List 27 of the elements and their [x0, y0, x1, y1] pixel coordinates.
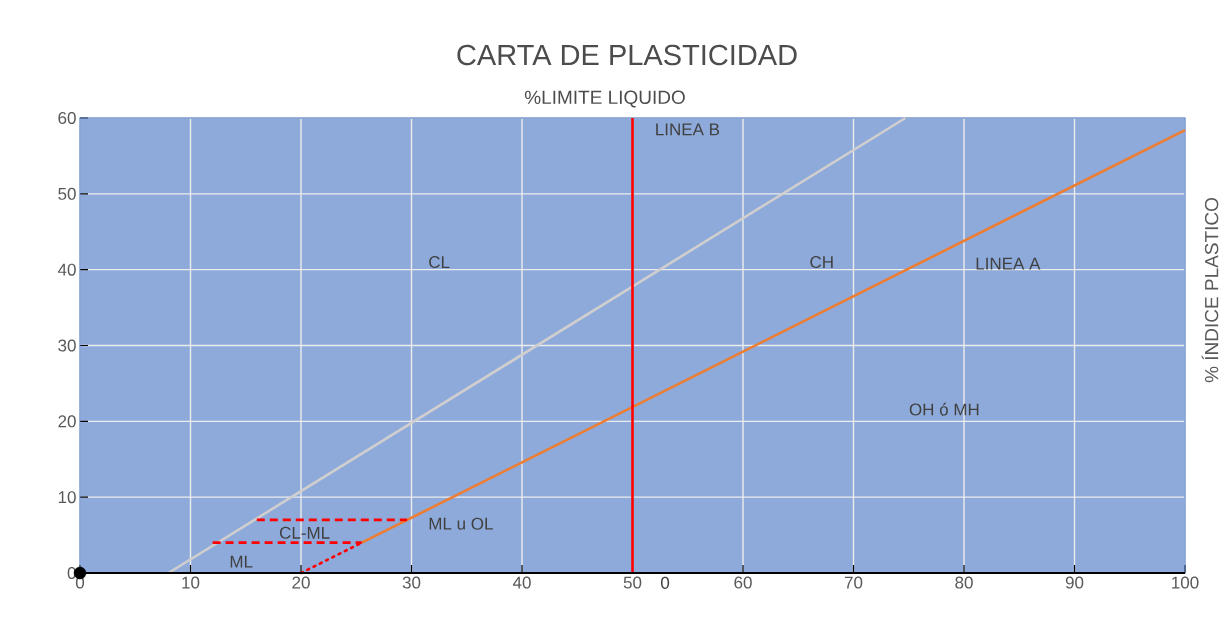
- x-tick-label: 100: [1172, 576, 1199, 589]
- chart-title: CARTA DE PLASTICIDAD: [457, 44, 797, 66]
- x-tick-label: 70: [844, 576, 863, 589]
- annotation: LINEA B: [656, 123, 720, 136]
- y-tick-label: 60: [58, 111, 76, 125]
- y-axis-title: % ÍNDICE PLASTICO: [1201, 198, 1219, 383]
- x-tick-label: 50: [623, 576, 642, 589]
- annotation: CH: [810, 256, 833, 269]
- y-tick-label: 50: [58, 187, 76, 200]
- annotation: CL-ML: [279, 526, 330, 539]
- x-tick-label: 80: [955, 576, 973, 589]
- y-tick-label: 30: [58, 339, 76, 352]
- annotation: OH ó MH: [909, 402, 979, 416]
- annotation: CL: [429, 256, 450, 269]
- x-tick-label: 10: [182, 576, 200, 589]
- y-tick-label: 10: [58, 491, 76, 504]
- x-tick-label: 40: [512, 576, 531, 589]
- x-tick-label: 30: [402, 576, 421, 589]
- x-tick-label: 20: [292, 576, 310, 589]
- annotation: LINEA A: [976, 257, 1041, 270]
- y-tick-label: 40: [57, 263, 76, 276]
- x-axis-title: %LIMITE LIQUIDO: [524, 90, 685, 108]
- y-tick-label: 20: [58, 415, 76, 428]
- x-tick-label: 60: [734, 576, 752, 589]
- annotation: ML: [230, 555, 253, 568]
- x-tick-label: 90: [1065, 576, 1084, 589]
- annotation: ML u OL: [429, 517, 493, 530]
